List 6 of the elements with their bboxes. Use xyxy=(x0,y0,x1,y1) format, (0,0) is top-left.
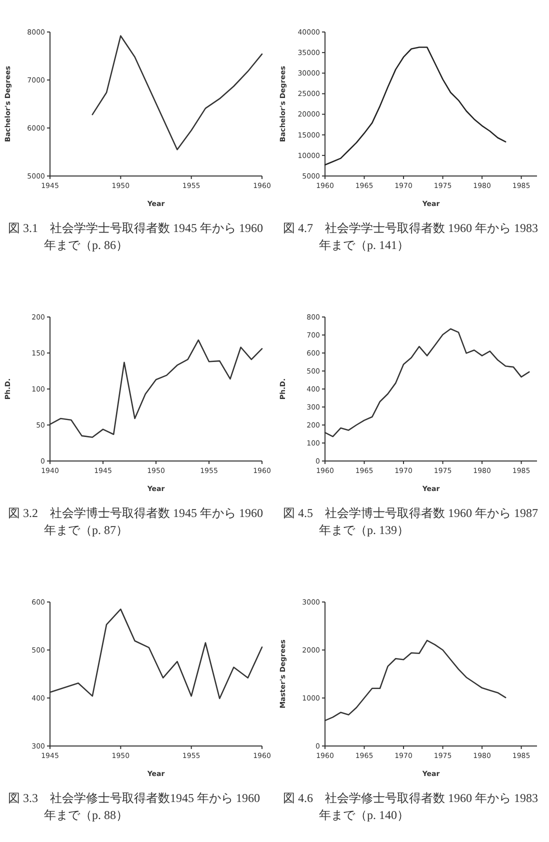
text: 図 3.1 社会学学士号取得者数 1945 年から 1960 年まで（p. 86） xyxy=(8,220,264,254)
text: 図 4.5 社会学博士号取得者数 1960 年から 1987 年まで（p. 139） xyxy=(283,505,539,539)
text: 図 3.3 社会学修士号取得者数1945 年から 1960 年まで（p. 88） xyxy=(8,790,261,824)
text: 図 4.6 社会学修士号取得者数 1960 年から 1983 年まで（p. 140） xyxy=(283,790,539,824)
text: 図 4.7 社会学学士号取得者数 1960 年から 1983 年まで（p. 141） xyxy=(283,220,539,254)
text: 図 3.2 社会学博士号取得者数 1945 年から 1960 年まで（p. 87） xyxy=(8,505,264,539)
